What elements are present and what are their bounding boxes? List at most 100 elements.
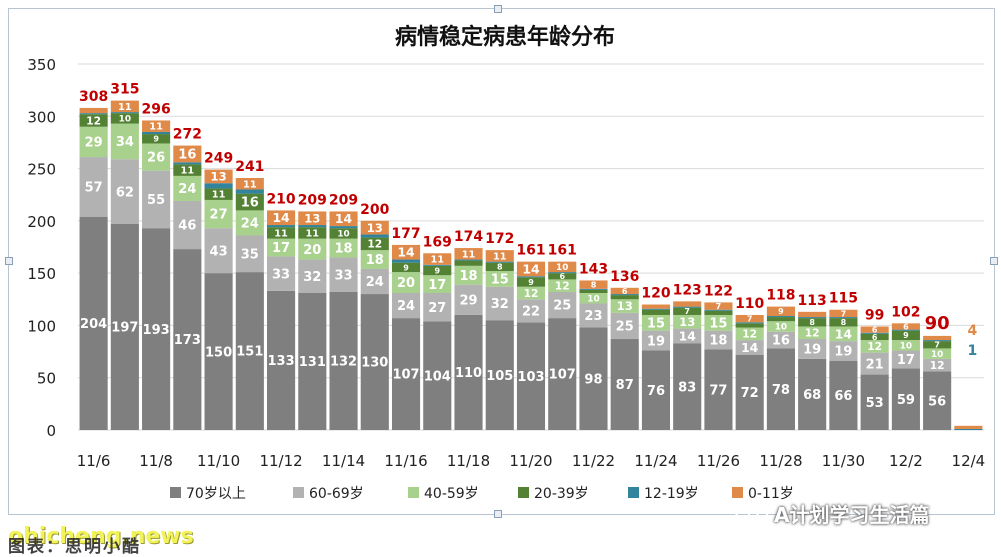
segment-value-label: 7	[747, 315, 753, 324]
bar-segment	[891, 330, 920, 341]
segment-value-label: 55	[147, 193, 165, 208]
segment-value-label: 19	[803, 343, 821, 358]
watermark-right-text: A计划学习生活篇	[774, 502, 930, 527]
segment-value-label: 66	[834, 389, 852, 404]
bar-segment	[610, 299, 639, 313]
total-value-label: 143	[579, 261, 608, 277]
segment-value-label: 10	[119, 115, 131, 125]
bar-segment	[110, 159, 139, 224]
bar-segment	[204, 228, 233, 274]
bar-segment	[673, 328, 702, 344]
bar-segment	[360, 268, 389, 295]
segment-value-label: 83	[678, 380, 696, 395]
bar-segment	[516, 261, 546, 277]
segment-value-label: 77	[709, 383, 727, 398]
segment-value-label: 105	[486, 369, 513, 384]
resize-handle-right[interactable]	[990, 257, 998, 265]
bar-segment	[267, 227, 296, 239]
segment-value-label: 25	[616, 320, 634, 335]
segment-value-label: 18	[366, 253, 384, 268]
bar-segment	[641, 308, 671, 310]
bar-segment	[485, 271, 514, 287]
bar-segment	[610, 312, 639, 340]
bar-segment	[454, 265, 483, 285]
bar-segment	[860, 352, 889, 375]
bar-segment	[173, 200, 202, 250]
x-tick-label: 11/18	[447, 452, 490, 470]
segment-value-label: 56	[928, 394, 946, 409]
segment-value-label: 131	[299, 355, 326, 370]
bar-segment	[548, 261, 577, 273]
bar-segment	[735, 322, 764, 324]
segment-value-label: 7	[716, 302, 722, 311]
segment-value-label: 13	[679, 315, 695, 329]
bar-segment	[173, 164, 202, 176]
segment-value-label: 12	[367, 238, 382, 251]
bar-segment	[267, 290, 296, 430]
bar-segment	[610, 339, 639, 430]
bar-segment	[641, 304, 671, 309]
segment-value-label: 98	[584, 372, 602, 387]
bar-segment	[798, 311, 827, 318]
y-tick-label: 0	[46, 422, 56, 440]
segment-value-label: 33	[335, 268, 353, 283]
segment-value-label: 32	[491, 297, 509, 312]
bar-segment	[142, 134, 171, 144]
bar-segment	[423, 265, 452, 276]
x-tick-label: 11/16	[384, 452, 427, 470]
legend-label: 20-39岁	[534, 486, 589, 502]
segment-value-label: 23	[584, 309, 602, 324]
segment-value-label: 10	[900, 341, 912, 351]
total-value-label: 115	[829, 291, 858, 307]
segment-value-label: 12	[805, 327, 820, 340]
bar-segment	[454, 259, 483, 261]
total-value-label: 120	[641, 286, 670, 302]
legend-swatch	[732, 487, 743, 498]
x-tick-label: 11/22	[572, 452, 615, 470]
bar-segment	[516, 276, 546, 278]
bar-segment	[798, 358, 827, 430]
bar-segment	[891, 340, 920, 351]
segment-value-label: 72	[741, 386, 759, 401]
bar-segment	[673, 314, 702, 329]
segment-value-label: 12	[930, 359, 945, 372]
segment-value-label: 133	[267, 354, 294, 369]
bar-segment	[79, 113, 108, 115]
segment-value-label: 18	[335, 242, 353, 257]
segment-value-label: 9	[153, 135, 159, 144]
segment-value-label: 11	[212, 190, 226, 201]
segment-value-label: 19	[834, 345, 852, 360]
bar-segment	[173, 162, 202, 165]
bar-segment	[579, 280, 608, 289]
bar-segment	[516, 322, 546, 430]
segment-value-label: 34	[116, 135, 134, 150]
bar-segment	[579, 289, 608, 294]
y-tick-label: 100	[27, 317, 56, 335]
bar-segment	[860, 332, 889, 334]
segment-value-label: 11	[305, 228, 319, 239]
bar-segment	[329, 228, 358, 239]
segment-value-label: 15	[709, 316, 727, 331]
segment-value-label: 16	[772, 334, 790, 349]
bar-segment	[829, 341, 858, 361]
total-value-label: 209	[329, 192, 358, 208]
segment-value-label: 9	[903, 331, 909, 340]
segment-value-label: 13	[617, 299, 633, 313]
resize-handle-bottom[interactable]	[494, 510, 502, 518]
bar-segment	[391, 259, 421, 263]
chart-caption: 图表：思明小酷	[8, 537, 141, 557]
segment-value-label: 8	[809, 318, 815, 327]
segment-value-label: 25	[553, 299, 571, 314]
x-tick-label: 11/6	[77, 452, 111, 470]
resize-handle-left[interactable]	[5, 257, 13, 265]
segment-value-label: 13	[367, 221, 383, 235]
segment-value-label: 11	[493, 251, 507, 262]
bar-segment	[860, 333, 889, 341]
legend: 70岁以上 60-69岁 40-59岁 20-39岁 12-19岁 0-11岁	[170, 486, 794, 502]
segment-value-label: 11	[149, 122, 163, 133]
segment-value-label: 12	[524, 287, 539, 300]
total-value-label: 296	[141, 101, 170, 117]
segment-value-label: 107	[392, 368, 419, 383]
resize-handle-top[interactable]	[494, 5, 502, 13]
